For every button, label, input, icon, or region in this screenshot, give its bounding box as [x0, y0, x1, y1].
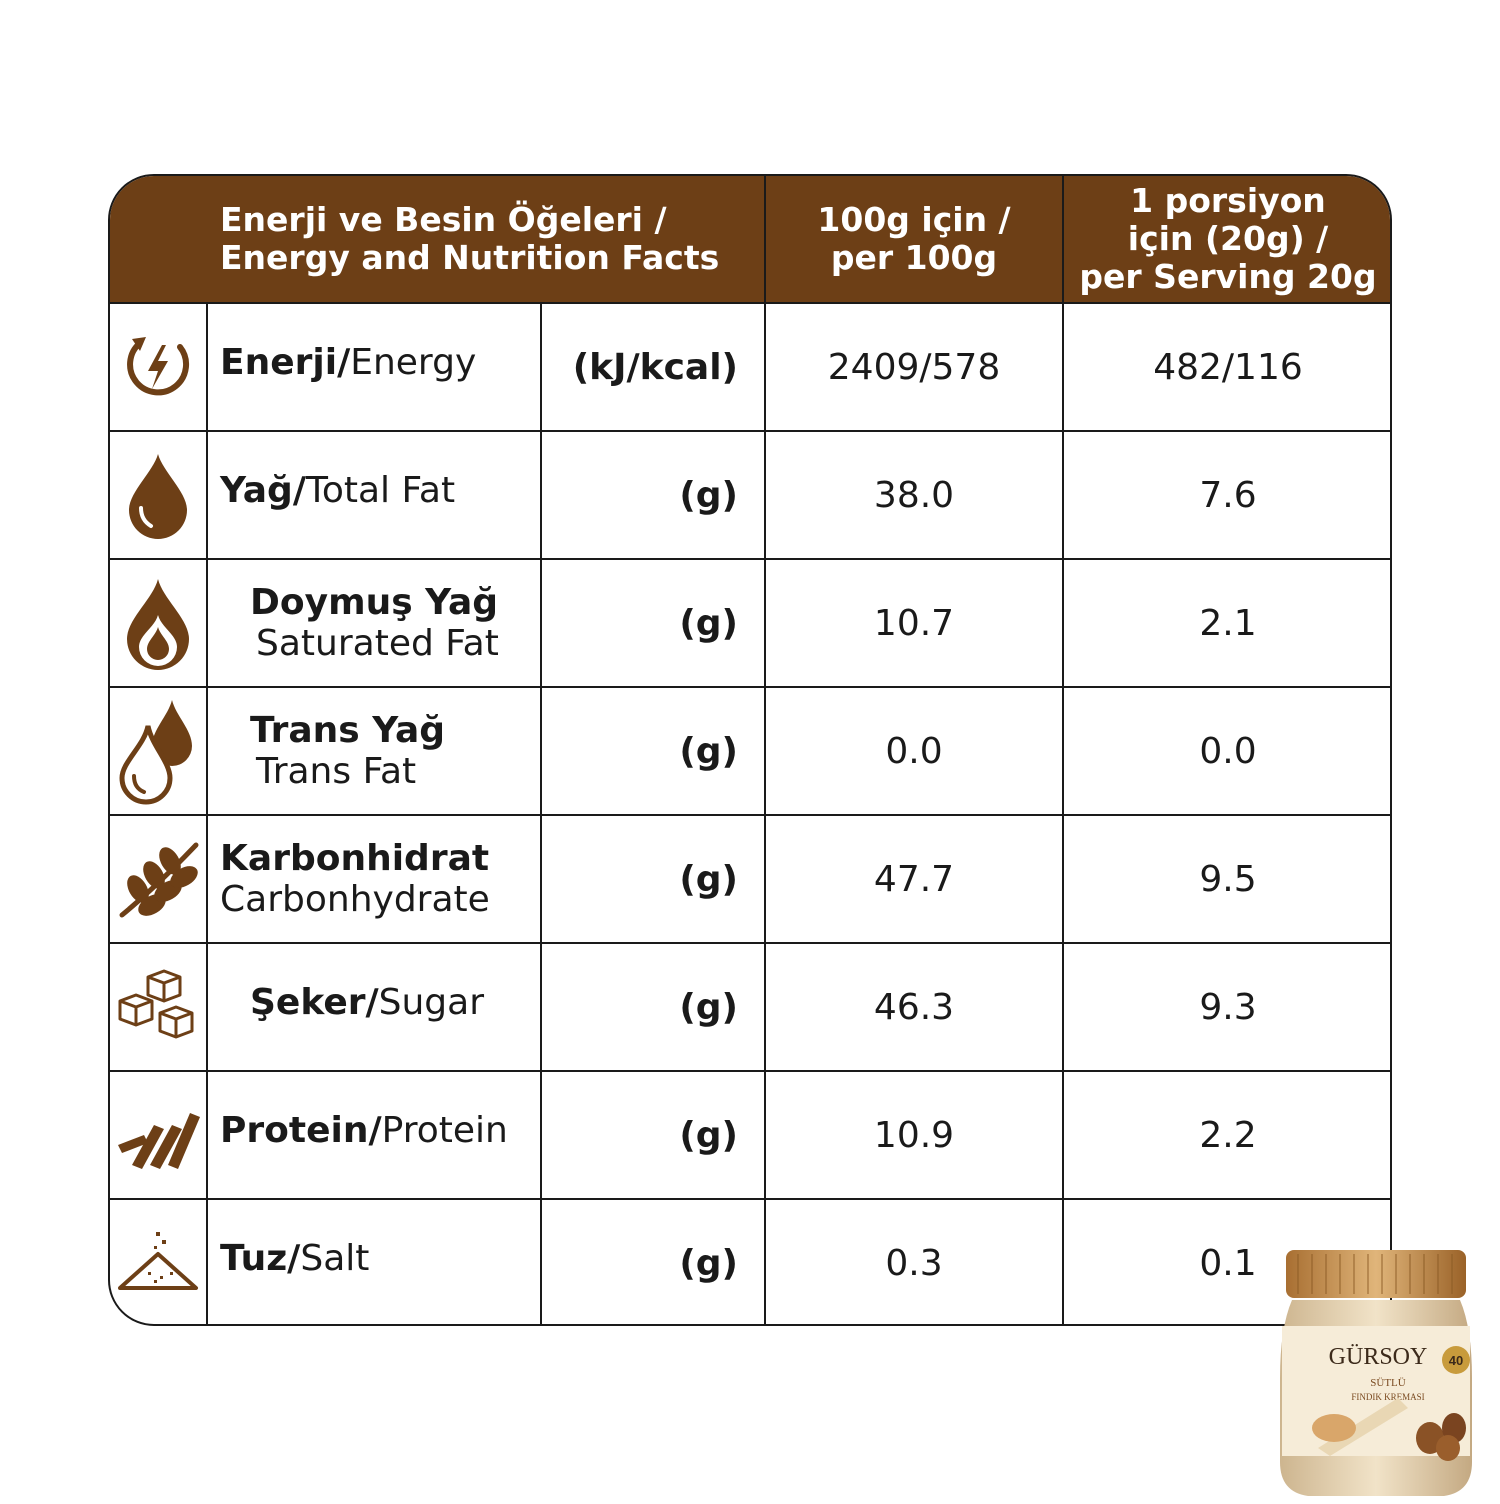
value-per-100g: 0.3 — [766, 1200, 1064, 1324]
nutrient-name: Doymuş Yağ Saturated Fat — [208, 560, 542, 686]
table-row: Şeker/Sugar (g) 46.3 9.3 — [110, 944, 1390, 1072]
product-line-1: SÜTLÜ — [1370, 1377, 1406, 1389]
table-row: Yağ/Total Fat (g) 38.0 7.6 — [110, 432, 1390, 560]
header-nutrients: Enerji ve Besin Öğeleri / Energy and Nut… — [110, 176, 766, 302]
nutrient-name: Şeker/Sugar — [208, 944, 542, 1070]
wheat-icon — [110, 816, 208, 942]
trans-fat-icon — [110, 688, 208, 814]
unit-label: (g) — [542, 688, 766, 814]
value-per-serving: 2.2 — [1199, 1114, 1257, 1156]
unit-label: (g) — [542, 432, 766, 558]
salt-icon — [110, 1200, 208, 1324]
value-per-100g: 2409/578 — [766, 304, 1064, 430]
value-per-serving: 2.1 — [1199, 602, 1257, 644]
product-line-2: FINDIK KREMASI — [1351, 1392, 1424, 1402]
value-per-serving: 7.6 — [1199, 474, 1257, 516]
unit-label: (g) — [542, 1200, 766, 1324]
value-per-100g: 10.7 — [766, 560, 1064, 686]
product-jar-image: GÜRSOY SÜTLÜ FINDIK KREMASI 40 — [1278, 1248, 1474, 1500]
nutrient-name: Enerji/Energy — [208, 304, 542, 430]
anniversary-badge: 40 — [1449, 1353, 1463, 1368]
table-row: Enerji/Energy (kJ/kcal) 2409/578 482/116 — [110, 304, 1390, 432]
table-row: Karbonhidrat Carbonhydrate (g) 47.7 9.5 — [110, 816, 1390, 944]
sugar-cubes-icon — [110, 944, 208, 1070]
unit-label: (g) — [542, 944, 766, 1070]
table-row: Trans Yağ Trans Fat (g) 0.0 0.0 — [110, 688, 1390, 816]
value-per-serving: 9.5 — [1199, 858, 1257, 900]
unit-label: (g) — [542, 816, 766, 942]
value-per-100g: 10.9 — [766, 1072, 1064, 1198]
unit-label: (kJ/kcal) — [542, 304, 766, 430]
nutrient-name: Karbonhidrat Carbonhydrate — [208, 816, 542, 942]
value-per-serving: 482/116 — [1153, 346, 1303, 388]
table-row: Protein/Protein (g) 10.9 2.2 — [110, 1072, 1390, 1200]
nutrient-name: Protein/Protein — [208, 1072, 542, 1198]
value-per-100g: 0.0 — [766, 688, 1064, 814]
value-per-serving: 0.0 — [1199, 730, 1257, 772]
value-per-100g: 47.7 — [766, 816, 1064, 942]
header-per-serving: 1 porsiyon için (20g) / per Serving 20g — [1079, 181, 1377, 296]
protein-icon — [110, 1072, 208, 1198]
nutrient-name: Yağ/Total Fat — [208, 432, 542, 558]
header-per-100g: 100g için / per 100g — [766, 176, 1064, 302]
fat-drop-icon — [110, 432, 208, 558]
value-per-100g: 38.0 — [766, 432, 1064, 558]
value-per-100g: 46.3 — [766, 944, 1064, 1070]
table-row: Doymuş Yağ Saturated Fat (g) 10.7 2.1 — [110, 560, 1390, 688]
nutrient-name: Trans Yağ Trans Fat — [208, 688, 542, 814]
nutrient-name: Tuz/Salt — [208, 1200, 542, 1324]
product-brand: GÜRSOY — [1329, 1344, 1428, 1370]
unit-label: (g) — [542, 1072, 766, 1198]
value-per-serving: 9.3 — [1199, 986, 1257, 1028]
saturated-fat-icon — [110, 560, 208, 686]
value-per-serving: 0.1 — [1199, 1242, 1257, 1284]
unit-label: (g) — [542, 560, 766, 686]
energy-icon — [110, 304, 208, 430]
table-header: Enerji ve Besin Öğeleri / Energy and Nut… — [110, 176, 1390, 304]
table-row: Tuz/Salt (g) 0.3 0.1 — [110, 1200, 1390, 1324]
nutrition-table: Enerji ve Besin Öğeleri / Energy and Nut… — [108, 174, 1392, 1326]
